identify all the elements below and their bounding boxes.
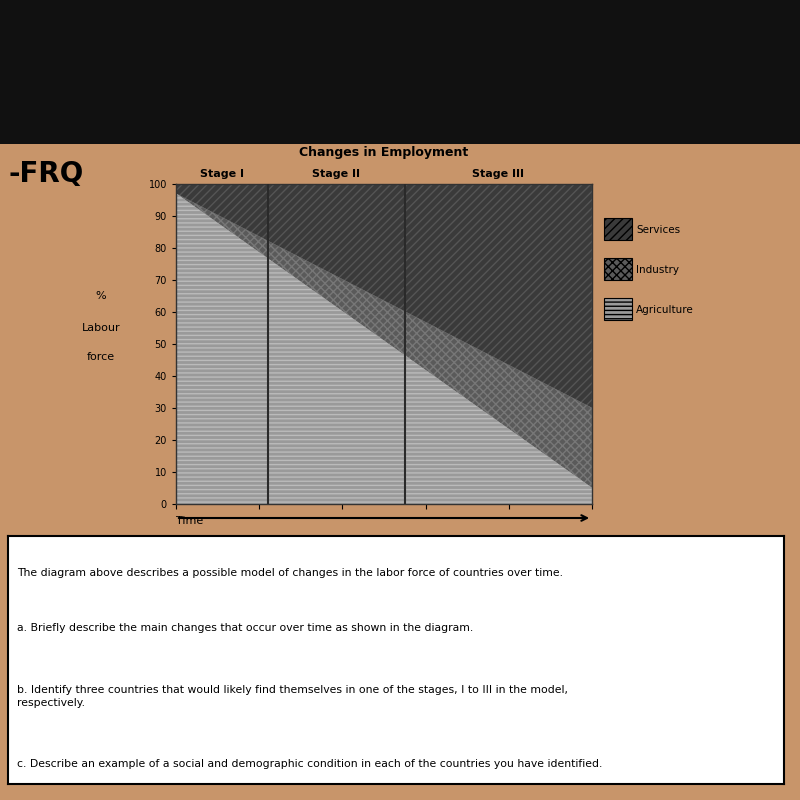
Text: Services: Services [636, 225, 680, 234]
Text: Industry: Industry [636, 265, 679, 274]
Text: Labour: Labour [82, 323, 121, 333]
Title: Changes in Employment: Changes in Employment [299, 146, 469, 159]
Text: %: % [96, 291, 106, 301]
Text: a. Briefly describe the main changes that occur over time as shown in the diagra: a. Briefly describe the main changes tha… [18, 622, 474, 633]
Text: b. Identify three countries that would likely find themselves in one of the stag: b. Identify three countries that would l… [18, 685, 568, 708]
Text: Agriculture: Agriculture [636, 305, 694, 314]
Text: The diagram above describes a possible model of changes in the labor force of co: The diagram above describes a possible m… [18, 568, 563, 578]
Text: -FRQ: -FRQ [8, 160, 83, 188]
Text: force: force [87, 352, 115, 362]
Text: Time: Time [176, 516, 210, 526]
Text: c. Describe an example of a social and demographic condition in each of the coun: c. Describe an example of a social and d… [18, 759, 602, 770]
